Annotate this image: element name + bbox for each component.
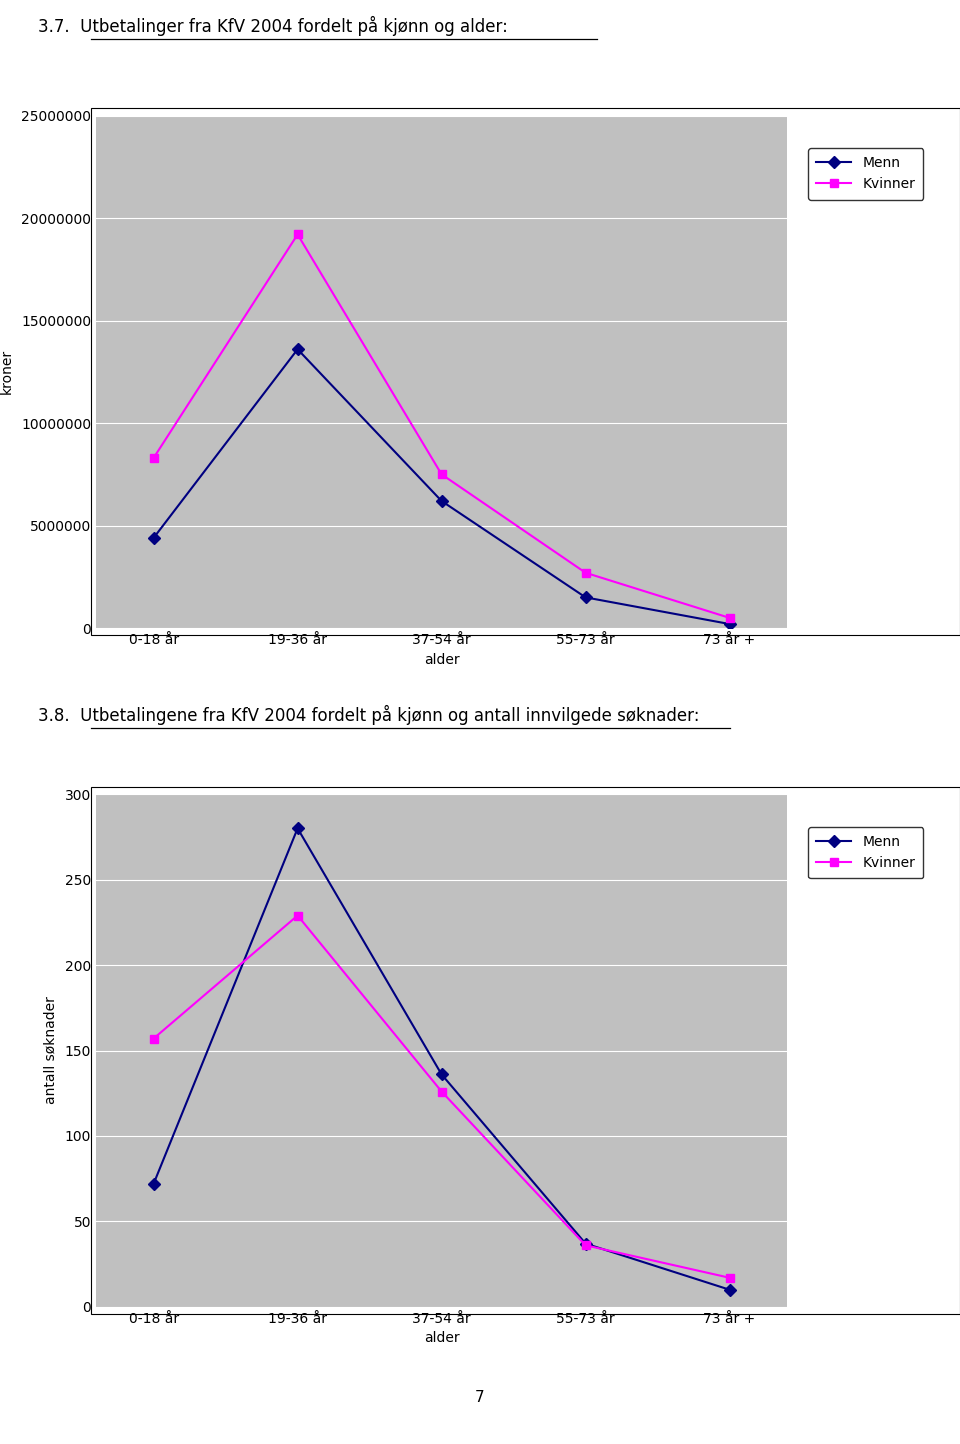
Menn (724, 615, 735, 632)
Kvinner (148, 449, 159, 466)
Kvinner (436, 1083, 447, 1100)
Menn (580, 1235, 591, 1252)
Line: Kvinner: Kvinner (150, 230, 733, 622)
Line: Menn: Menn (150, 345, 733, 628)
Menn (580, 589, 591, 606)
Kvinner (292, 225, 303, 243)
Menn (148, 1175, 159, 1193)
Menn (724, 1281, 735, 1298)
Kvinner (436, 466, 447, 484)
Kvinner (724, 1269, 735, 1287)
Kvinner (724, 609, 735, 627)
Menn (292, 341, 303, 358)
Kvinner (148, 1030, 159, 1047)
X-axis label: alder: alder (423, 653, 460, 667)
Text: 7: 7 (475, 1391, 485, 1405)
Line: Menn: Menn (150, 825, 733, 1294)
Menn (292, 820, 303, 838)
Y-axis label: antall søknader: antall søknader (44, 996, 58, 1105)
Kvinner (580, 565, 591, 582)
Menn (148, 530, 159, 547)
Legend: Menn, Kvinner: Menn, Kvinner (808, 149, 924, 199)
Text: 3.7.  Utbetalinger fra KfV 2004 fordelt på kjønn og alder:: 3.7. Utbetalinger fra KfV 2004 fordelt p… (38, 16, 508, 36)
Line: Kvinner: Kvinner (150, 911, 733, 1282)
Kvinner (580, 1236, 591, 1253)
Text: 3.8.  Utbetalingene fra KfV 2004 fordelt på kjønn og antall innvilgede søknader:: 3.8. Utbetalingene fra KfV 2004 fordelt … (38, 705, 700, 725)
Y-axis label: kroner: kroner (0, 349, 14, 394)
Legend: Menn, Kvinner: Menn, Kvinner (808, 827, 924, 878)
Kvinner (292, 907, 303, 924)
X-axis label: alder: alder (423, 1331, 460, 1346)
Menn (436, 492, 447, 510)
Menn (436, 1066, 447, 1083)
